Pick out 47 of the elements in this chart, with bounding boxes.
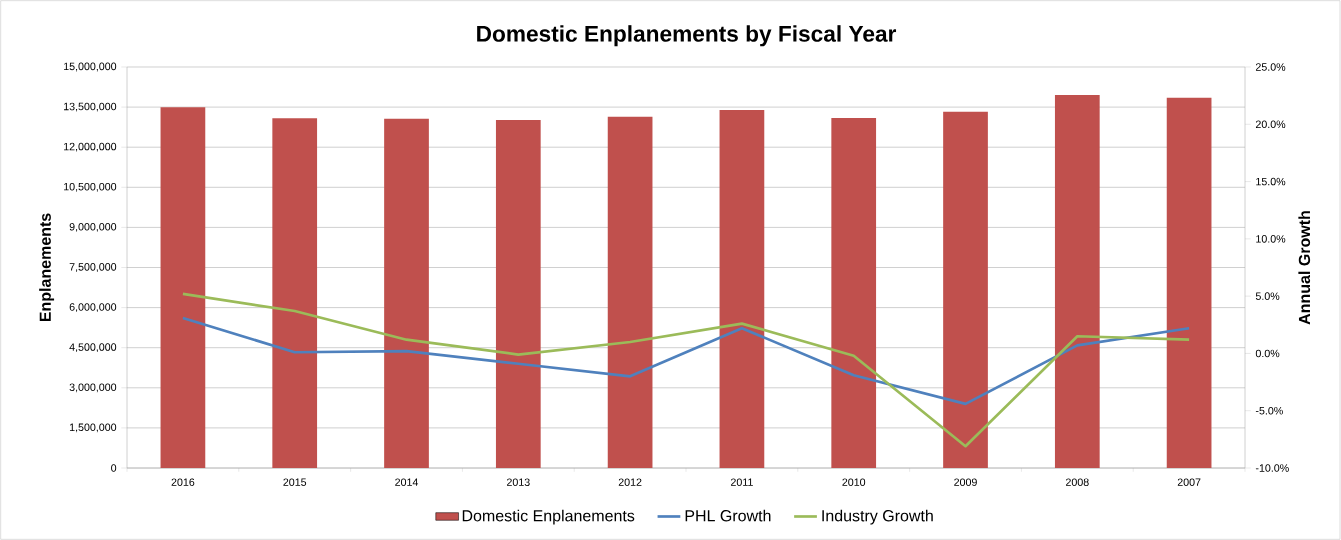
legend-label: Domestic Enplanements (462, 509, 635, 525)
bar (272, 118, 318, 468)
y-tick-label: 9,000,000 (69, 223, 117, 232)
bar (1054, 95, 1100, 468)
legend-label: Industry Growth (822, 509, 933, 525)
y-tick-label: 6,000,000 (69, 303, 117, 312)
bar (607, 116, 653, 468)
x-tick-label: 2008 (1065, 478, 1089, 486)
chart-title: Domestic Enplanements by Fiscal Year (477, 25, 897, 47)
y-tick-label: 3,000,000 (69, 383, 117, 393)
y2-tick-label: 0.0% (1255, 349, 1280, 358)
y2-tick-label: 10.0% (1256, 235, 1286, 243)
y-tick-label: 13,500,000 (64, 102, 117, 112)
y-tick-label: 1,500,000 (69, 423, 117, 433)
x-tick-label: 2011 (730, 478, 753, 486)
x-tick-label: 2014 (395, 478, 419, 486)
y2-tick-label: 5.0% (1255, 292, 1280, 300)
x-tick-label: 2015 (283, 478, 307, 486)
y-tick-label: 4,500,000 (69, 343, 117, 353)
y-axis-title: Enplanements (39, 213, 55, 322)
bar (719, 110, 765, 468)
y2-tick-label: -10.0% (1255, 464, 1289, 472)
x-tick-label: 2010 (842, 478, 866, 486)
y2-tick-label: 15.0% (1256, 177, 1286, 186)
y-tick-label: 12,000,000 (64, 142, 117, 152)
line-series (181, 316, 1191, 406)
y2-axis-title: Annual Growth (1298, 211, 1311, 325)
x-tick-label: 2013 (506, 478, 530, 486)
bar (495, 119, 541, 468)
x-tick-label: 2009 (954, 478, 977, 486)
legend-label: PHL Growth (685, 509, 771, 522)
y2-tick-label: -5.0% (1255, 406, 1283, 415)
y-tick-label: 0 (111, 464, 117, 472)
x-tick-label: 2007 (1177, 478, 1201, 486)
y-tick-label: 15,000,000 (64, 62, 117, 72)
line-series (181, 292, 1191, 448)
y2-tick-label: 20.0% (1255, 120, 1286, 129)
y-tick-label: 10,500,000 (64, 182, 117, 192)
bar (1166, 97, 1212, 468)
x-tick-label: 2016 (171, 478, 195, 486)
bar (943, 111, 988, 468)
y-tick-label: 7,500,000 (69, 263, 117, 272)
x-tick-label: 2012 (618, 478, 642, 486)
bar (384, 118, 429, 468)
bar (831, 118, 877, 468)
bar (160, 107, 206, 468)
y2-tick-label: 25.0% (1255, 63, 1286, 71)
